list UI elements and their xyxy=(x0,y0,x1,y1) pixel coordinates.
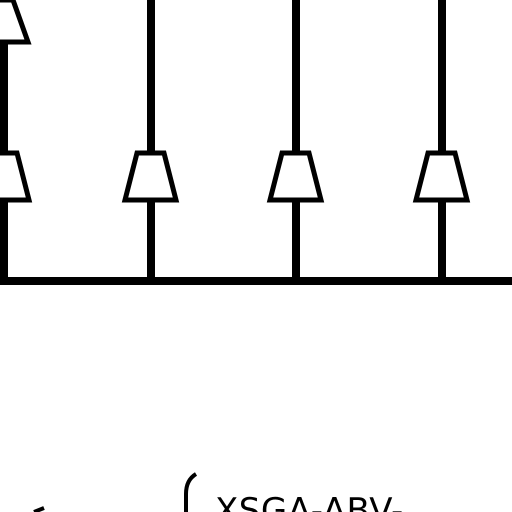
valve-symbol-4 xyxy=(412,150,471,203)
valve-symbol-3 xyxy=(266,150,325,203)
label-bracket xyxy=(184,472,198,512)
valve-symbol-2 xyxy=(121,150,180,203)
valve-symbol-top-left xyxy=(0,0,32,45)
diagram-label: XSGA-ABV- xyxy=(215,491,404,512)
valve-symbol-1 xyxy=(0,150,33,203)
connector-mark xyxy=(33,506,45,512)
